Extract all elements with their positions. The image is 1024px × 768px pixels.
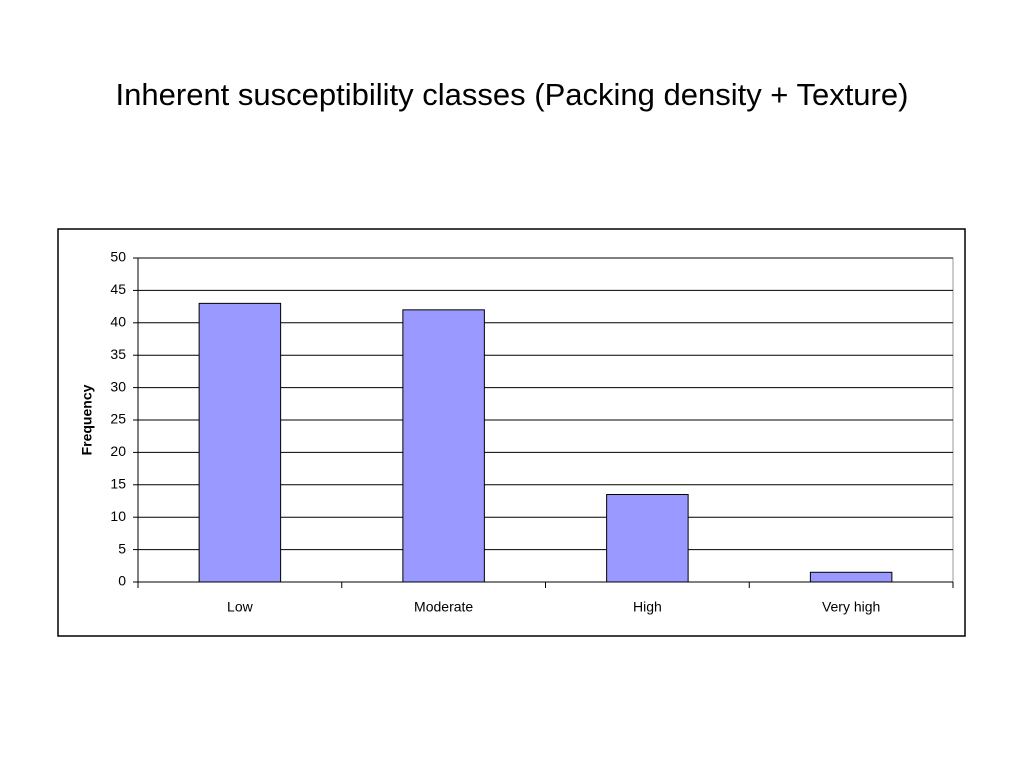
y-tick-label: 0 (118, 573, 126, 589)
y-tick-label: 10 (110, 508, 126, 524)
y-axis-label: Frequency (79, 384, 95, 455)
x-tick-label: Moderate (414, 599, 473, 615)
x-tick-label: Very high (822, 599, 880, 615)
y-tick-label: 15 (110, 476, 126, 492)
y-tick-label: 5 (118, 540, 126, 556)
x-tick-label: Low (227, 599, 254, 615)
bar (198, 302, 282, 583)
bar (402, 309, 485, 583)
x-tick-label: High (633, 599, 662, 615)
bar (606, 494, 689, 583)
bar (809, 571, 893, 583)
y-tick-label: 30 (110, 378, 126, 394)
y-tick-label: 20 (110, 443, 126, 459)
y-tick-label: 35 (110, 346, 126, 362)
y-tick-label: 40 (110, 314, 126, 330)
chart-title: Inherent susceptibility classes (Packing… (116, 77, 909, 112)
y-tick-label: 25 (110, 411, 126, 427)
y-tick-label: 50 (110, 249, 126, 265)
y-tick-label: 45 (110, 281, 126, 297)
